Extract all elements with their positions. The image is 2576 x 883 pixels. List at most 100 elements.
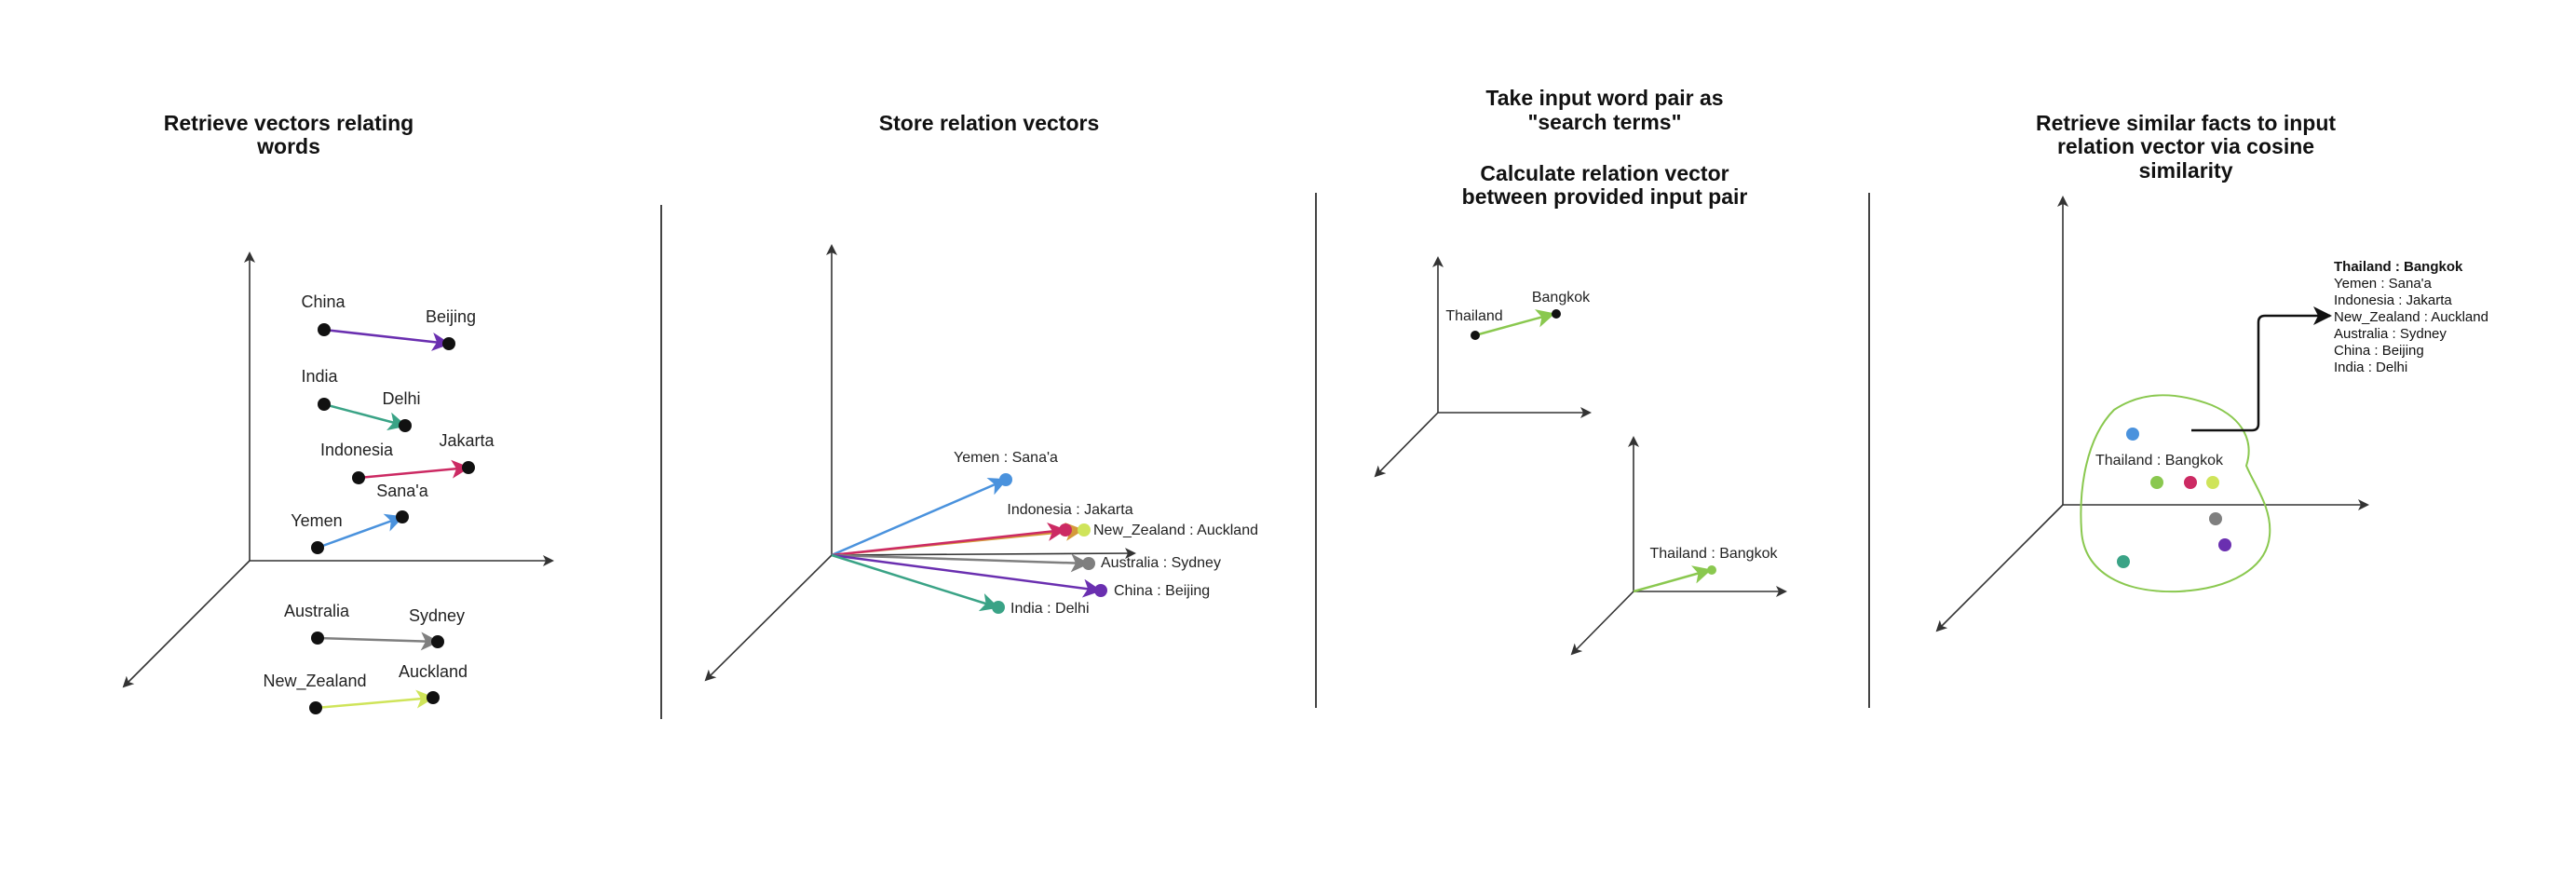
word-label: Jakarta xyxy=(439,431,495,450)
panel-title-line: Retrieve similar facts to input xyxy=(2036,111,2336,135)
word-label: India xyxy=(301,367,338,386)
x-axis xyxy=(831,548,1136,560)
word-label: China xyxy=(301,292,346,311)
z-axis xyxy=(1374,412,1439,478)
word-label: Indonesia xyxy=(320,441,394,459)
query-point-thailand-bangkok xyxy=(2150,476,2163,489)
word-label: Auckland xyxy=(399,662,468,681)
word-point xyxy=(311,541,324,554)
fact-point-china-beijing xyxy=(2218,538,2231,551)
z-axis xyxy=(122,560,251,688)
result-item: India : Delhi xyxy=(2334,360,2407,375)
relation-arrow xyxy=(831,522,1066,557)
word-point xyxy=(318,323,331,336)
fact-point-newzealand-auckland xyxy=(2206,476,2219,489)
query-label: Thailand : Bangkok xyxy=(2095,453,2224,469)
panel-subtitle-line: Calculate relation vector xyxy=(1480,161,1729,185)
relation-label: Yemen : Sana'a xyxy=(954,450,1058,466)
relation-arrow xyxy=(317,632,440,651)
result-item: Australia : Sydney xyxy=(2334,326,2447,342)
relation-arrow xyxy=(1474,309,1555,337)
relation-label: Australia : Sydney xyxy=(1101,555,1221,571)
relation-vector-yemen-sanaa: Yemen : Sana'a xyxy=(831,450,1058,557)
panel-input-pair: Take input word pair as "search terms" C… xyxy=(1374,86,1787,656)
word-point xyxy=(1471,331,1480,340)
relation-arrow xyxy=(358,459,470,480)
result-item: Yemen : Sana'a xyxy=(2334,276,2433,292)
relation-arrow xyxy=(831,553,1102,598)
relation-arrow xyxy=(323,328,451,351)
word-point xyxy=(1552,309,1561,319)
panel-title-line: Take input word pair as xyxy=(1485,86,1723,110)
panel-title-line: similarity xyxy=(2139,158,2233,183)
word-label: Delhi xyxy=(382,389,420,408)
relation-label: India : Delhi xyxy=(1010,601,1090,617)
relation-arrow xyxy=(831,553,999,612)
relation-point xyxy=(1082,557,1095,570)
word-label: Australia xyxy=(284,602,350,620)
word-pair-yemen-sanaa: Yemen Sana'a xyxy=(291,482,429,554)
result-item: Indonesia : Jakarta xyxy=(2334,292,2452,308)
result-item: China : Beijing xyxy=(2334,343,2424,359)
panel-similar-facts: Retrieve similar facts to input relation… xyxy=(1935,111,2488,632)
results-header: Thailand : Bangkok xyxy=(2334,259,2463,275)
fact-point-yemen-sanaa xyxy=(2126,428,2139,441)
relation-arrow xyxy=(315,689,435,710)
panel-retrieve-vectors: Retrieve vectors relating words China Be… xyxy=(122,111,554,714)
panel-subtitle-line: between provided input pair xyxy=(1462,184,1748,209)
relation-point xyxy=(1059,523,1072,537)
panel-title-line: words xyxy=(256,134,320,158)
relation-label: Thailand : Bangkok xyxy=(1650,546,1779,562)
similarity-region xyxy=(2080,394,2271,593)
word-label: Sana'a xyxy=(376,482,428,500)
relation-vector-indonesia-jakarta: Indonesia : Jakarta xyxy=(831,502,1133,557)
relation-arrow xyxy=(317,513,404,550)
relation-arrow xyxy=(1633,565,1712,593)
relation-point xyxy=(999,473,1012,486)
relation-label: Indonesia : Jakarta xyxy=(1007,502,1132,518)
input-relation-vector: Thailand : Bangkok xyxy=(1633,546,1779,593)
word-point xyxy=(399,419,412,432)
input-word-pair: Thailand Bangkok xyxy=(1445,290,1591,340)
relation-arrow xyxy=(831,553,1090,573)
word-pair-australia-sydney: Australia Sydney xyxy=(284,602,465,651)
relation-label: New_Zealand : Auckland xyxy=(1093,523,1258,538)
results-list: Thailand : Bangkok Yemen : Sana'a Indone… xyxy=(2334,259,2488,375)
relation-point xyxy=(1094,584,1107,597)
word-label: Thailand xyxy=(1445,308,1502,324)
word-point xyxy=(396,510,409,523)
relation-point xyxy=(1078,523,1091,537)
results-arrow xyxy=(2191,306,2332,432)
word-point xyxy=(311,632,324,645)
z-axis xyxy=(1570,591,1634,656)
relation-vector-india-delhi: India : Delhi xyxy=(831,553,1090,617)
relation-label: China : Beijing xyxy=(1114,583,1210,599)
word-point xyxy=(318,398,331,411)
result-item: New_Zealand : Auckland xyxy=(2334,309,2488,325)
word-point xyxy=(427,691,440,704)
word-pair-newzealand-auckland: New_Zealand Auckland xyxy=(263,662,468,714)
panel-title-line: relation vector via cosine xyxy=(2057,134,2314,158)
word-label: Bangkok xyxy=(1532,290,1591,306)
panel-title-line: "search terms" xyxy=(1527,110,1681,134)
z-axis xyxy=(1935,504,2064,632)
relation-vector-china-beijing: China : Beijing xyxy=(831,553,1210,599)
fact-point-indonesia-jakarta xyxy=(2184,476,2197,489)
word-point xyxy=(462,461,475,474)
word-pair-india-delhi: India Delhi xyxy=(301,367,421,432)
word-label: Beijing xyxy=(426,307,476,326)
word-pair-indonesia-jakarta: Indonesia Jakarta xyxy=(320,431,495,484)
relation-arrow xyxy=(323,402,407,431)
fact-point-india-delhi xyxy=(2117,555,2130,568)
word-point xyxy=(352,471,365,484)
word-point xyxy=(442,337,455,350)
word-pair-china-beijing: China Beijing xyxy=(301,292,476,351)
relation-arrow xyxy=(831,477,1008,557)
panel-store-relation-vectors: Store relation vectors Yemen : Sana'a Ne… xyxy=(704,111,1258,682)
relation-vector-australia-sydney: Australia : Sydney xyxy=(831,553,1221,573)
word-label: Yemen xyxy=(291,511,342,530)
word-point xyxy=(309,701,322,714)
panel-title-line: Retrieve vectors relating xyxy=(164,111,414,135)
word-label: New_Zealand xyxy=(263,672,366,691)
